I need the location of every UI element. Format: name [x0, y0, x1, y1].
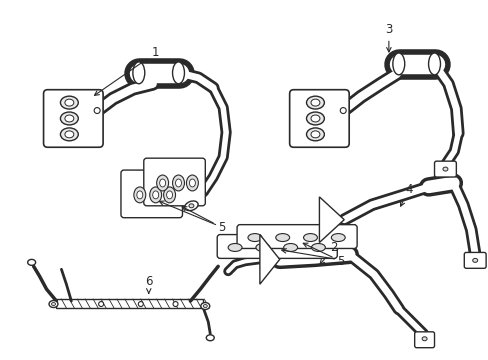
Ellipse shape: [61, 112, 78, 125]
Ellipse shape: [49, 301, 58, 307]
Ellipse shape: [184, 201, 198, 211]
Polygon shape: [259, 235, 279, 284]
Text: 1: 1: [94, 46, 159, 95]
FancyBboxPatch shape: [463, 252, 485, 268]
Ellipse shape: [306, 128, 324, 141]
Ellipse shape: [206, 335, 214, 341]
Ellipse shape: [172, 62, 184, 84]
Text: 6: 6: [145, 275, 152, 293]
Ellipse shape: [65, 99, 74, 106]
Ellipse shape: [94, 108, 100, 113]
Ellipse shape: [175, 179, 181, 187]
Text: 5: 5: [303, 243, 344, 268]
Ellipse shape: [65, 131, 74, 138]
Ellipse shape: [172, 175, 184, 191]
Text: 4: 4: [400, 184, 412, 206]
Ellipse shape: [99, 302, 103, 306]
FancyBboxPatch shape: [237, 225, 356, 248]
Ellipse shape: [61, 96, 78, 109]
Ellipse shape: [427, 53, 440, 75]
Ellipse shape: [472, 258, 477, 262]
Ellipse shape: [306, 112, 324, 125]
Ellipse shape: [133, 62, 144, 84]
Ellipse shape: [247, 234, 262, 242]
Ellipse shape: [163, 187, 175, 203]
Ellipse shape: [228, 243, 242, 251]
Ellipse shape: [137, 191, 142, 199]
Ellipse shape: [28, 260, 36, 265]
Text: 5: 5: [182, 207, 225, 234]
FancyBboxPatch shape: [43, 90, 103, 147]
Ellipse shape: [61, 128, 78, 141]
FancyBboxPatch shape: [289, 90, 348, 147]
Ellipse shape: [275, 234, 289, 242]
FancyBboxPatch shape: [143, 158, 205, 206]
Ellipse shape: [331, 234, 345, 242]
Ellipse shape: [186, 175, 198, 191]
Ellipse shape: [310, 115, 319, 122]
Text: 3: 3: [385, 23, 392, 52]
Ellipse shape: [134, 187, 145, 203]
Ellipse shape: [188, 204, 194, 208]
Ellipse shape: [152, 191, 158, 199]
FancyBboxPatch shape: [121, 170, 182, 218]
Ellipse shape: [255, 243, 269, 251]
Ellipse shape: [65, 115, 74, 122]
Ellipse shape: [311, 243, 325, 251]
Ellipse shape: [392, 53, 404, 75]
Ellipse shape: [166, 191, 172, 199]
Ellipse shape: [173, 302, 178, 306]
Ellipse shape: [201, 302, 209, 310]
Ellipse shape: [310, 99, 319, 106]
FancyBboxPatch shape: [414, 332, 434, 348]
Polygon shape: [319, 197, 344, 243]
Bar: [56, 299, 203, 308]
Ellipse shape: [283, 243, 297, 251]
Text: 2: 2: [319, 241, 337, 264]
Ellipse shape: [306, 96, 324, 109]
FancyBboxPatch shape: [217, 235, 337, 258]
Ellipse shape: [203, 305, 207, 307]
Ellipse shape: [340, 108, 346, 113]
Ellipse shape: [189, 179, 195, 187]
Ellipse shape: [303, 234, 317, 242]
Ellipse shape: [149, 187, 162, 203]
Ellipse shape: [156, 175, 168, 191]
Ellipse shape: [310, 131, 319, 138]
Ellipse shape: [421, 337, 426, 341]
Ellipse shape: [442, 167, 447, 171]
FancyBboxPatch shape: [434, 161, 455, 177]
Ellipse shape: [138, 302, 143, 306]
Ellipse shape: [51, 302, 55, 306]
Ellipse shape: [160, 179, 165, 187]
